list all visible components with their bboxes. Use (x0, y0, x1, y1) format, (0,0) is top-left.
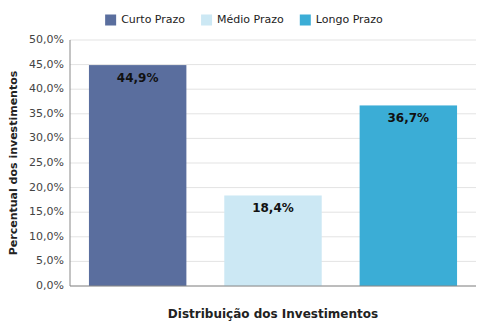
legend-label: Médio Prazo (217, 13, 284, 26)
x-axis-line (70, 286, 476, 287)
y-tick-label: 35,0% (29, 107, 64, 120)
y-axis-line (70, 40, 71, 286)
legend-item: Longo Prazo (300, 13, 383, 26)
y-tick-label: 30,0% (29, 131, 64, 144)
legend-label: Curto Prazo (121, 13, 185, 26)
x-axis-title: Distribuição dos Investimentos (168, 307, 378, 321)
grid-line (70, 286, 476, 287)
bar (360, 105, 457, 286)
y-tick-label: 20,0% (29, 181, 64, 194)
y-axis-title: Percentual dos investimentos (7, 70, 20, 255)
grid (70, 40, 476, 286)
y-tick-label: 50,0% (29, 33, 64, 46)
legend-swatch (105, 15, 116, 26)
grid-line (70, 40, 476, 41)
data-labels: 44,9% 18,4% 36,7% (117, 71, 429, 215)
chart: 0,0% 5,0% 10,0% 15,0% 20,0% 25,0% 30,0% 35,0% 40… (0, 0, 488, 330)
legend-item: Curto Prazo (105, 13, 185, 26)
data-label: 36,7% (388, 111, 430, 125)
data-label: 18,4% (252, 201, 294, 215)
y-tick-label: 45,0% (29, 58, 64, 71)
grid-line (70, 64, 476, 65)
y-tick-label: 40,0% (29, 82, 64, 95)
legend-item: Médio Prazo (201, 13, 284, 26)
bar (224, 195, 321, 286)
y-tick-label: 25,0% (29, 156, 64, 169)
bar (89, 65, 186, 286)
y-tick-label: 0,0% (36, 279, 64, 292)
legend-swatch (300, 15, 311, 26)
legend-label: Longo Prazo (316, 13, 383, 26)
y-tick-label: 15,0% (29, 205, 64, 218)
legend-swatch (201, 15, 212, 26)
data-label: 44,9% (117, 71, 159, 85)
y-tick-label: 10,0% (29, 230, 64, 243)
y-tick-label: 5,0% (36, 254, 64, 267)
y-tick-labels: 0,0% 5,0% 10,0% 15,0% 20,0% 25,0% 30,0% 35,0% 40… (29, 33, 64, 292)
legend: Curto Prazo Médio Prazo Longo Prazo (105, 13, 383, 26)
bars (89, 65, 457, 286)
